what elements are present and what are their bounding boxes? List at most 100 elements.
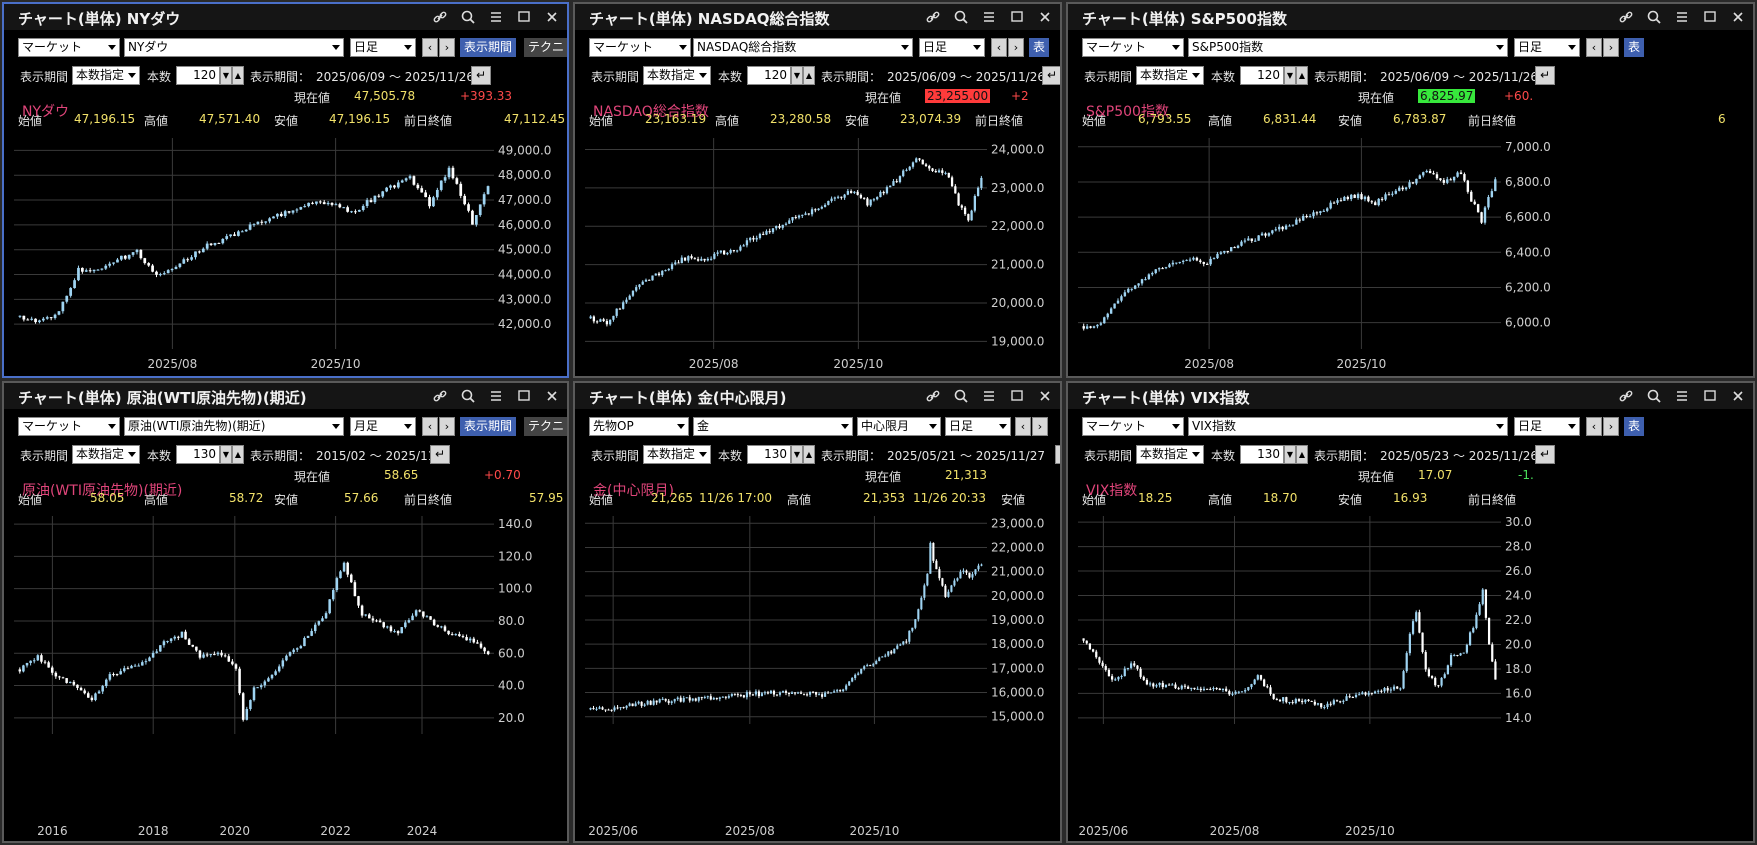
next-button[interactable]: › bbox=[1032, 417, 1048, 436]
count-up-button[interactable]: ▲ bbox=[232, 66, 244, 85]
symbol-select[interactable]: NASDAQ総合指数 bbox=[693, 38, 913, 57]
panel-titlebar[interactable]: チャート(単体) S&P500指数 bbox=[1068, 4, 1753, 30]
link-icon[interactable] bbox=[922, 386, 944, 406]
symbol-select[interactable]: NYダウ bbox=[124, 38, 344, 57]
close-icon[interactable] bbox=[541, 386, 563, 406]
maximize-icon[interactable] bbox=[513, 7, 535, 27]
maximize-icon[interactable] bbox=[1006, 7, 1028, 27]
period-select[interactable]: 日足 bbox=[945, 417, 1011, 436]
count-down-button[interactable]: ▼ bbox=[1284, 66, 1296, 85]
price-chart[interactable]: 42,000.0 43,000.0 44,000.0 45,000.0 46,000.0… bbox=[4, 4, 569, 378]
price-chart[interactable]: 20.0 40.0 60.0 80.0 100.0 120.0 140.0 2016 2018 2… bbox=[4, 383, 569, 843]
period-select[interactable]: 日足 bbox=[350, 38, 416, 57]
count-up-button[interactable]: ▲ bbox=[1296, 66, 1308, 85]
count-down-button[interactable]: ▼ bbox=[791, 445, 803, 464]
symbol-select[interactable]: VIX指数 bbox=[1188, 417, 1508, 436]
maximize-icon[interactable] bbox=[513, 386, 535, 406]
maximize-icon[interactable] bbox=[1699, 386, 1721, 406]
count-up-button[interactable]: ▲ bbox=[232, 445, 244, 464]
close-icon[interactable] bbox=[1727, 7, 1749, 27]
price-chart[interactable]: 15,000.0 16,000.0 17,000.0 18,000.0 19,000.0… bbox=[575, 383, 1062, 843]
panel-titlebar[interactable]: チャート(単体) NYダウ bbox=[4, 4, 567, 30]
count-input[interactable]: 130 bbox=[176, 445, 220, 464]
reset-button[interactable]: ↵ bbox=[1535, 66, 1555, 85]
menu-icon[interactable] bbox=[1671, 386, 1693, 406]
close-icon[interactable] bbox=[1727, 386, 1749, 406]
reset-button[interactable]: ↵ bbox=[430, 445, 450, 464]
link-icon[interactable] bbox=[429, 7, 451, 27]
maximize-icon[interactable] bbox=[1006, 386, 1028, 406]
count-down-button[interactable]: ▼ bbox=[220, 66, 232, 85]
link-icon[interactable] bbox=[922, 7, 944, 27]
menu-icon[interactable] bbox=[1671, 7, 1693, 27]
price-chart[interactable]: 19,000.0 20,000.0 21,000.0 22,000.0 23,000.0… bbox=[575, 4, 1062, 378]
display-period-button[interactable]: 表 bbox=[1029, 38, 1050, 57]
price-chart[interactable]: 14.0 16.0 18.0 20.0 22.0 24.0 26.0 28.0 30.0 2025… bbox=[1068, 383, 1755, 843]
count-down-button[interactable]: ▼ bbox=[791, 66, 803, 85]
search-icon[interactable] bbox=[950, 7, 972, 27]
next-button[interactable]: › bbox=[1603, 417, 1619, 436]
period-select[interactable]: 月足 bbox=[350, 417, 416, 436]
market-select[interactable]: マーケット bbox=[589, 38, 691, 57]
panel-titlebar[interactable]: チャート(単体) VIX指数 bbox=[1068, 383, 1753, 409]
menu-icon[interactable] bbox=[978, 386, 1000, 406]
close-icon[interactable] bbox=[1034, 7, 1056, 27]
count-up-button[interactable]: ▲ bbox=[803, 66, 815, 85]
range-mode-select[interactable]: 本数指定 bbox=[1136, 66, 1204, 85]
maximize-icon[interactable] bbox=[1699, 7, 1721, 27]
menu-icon[interactable] bbox=[978, 7, 1000, 27]
prev-button[interactable]: ‹ bbox=[422, 417, 438, 436]
next-button[interactable]: › bbox=[1603, 38, 1619, 57]
display-period-button[interactable]: 表示期間 bbox=[460, 38, 517, 57]
market-select[interactable]: マーケット bbox=[18, 38, 120, 57]
count-input[interactable]: 120 bbox=[176, 66, 220, 85]
count-input[interactable]: 130 bbox=[1240, 445, 1284, 464]
search-icon[interactable] bbox=[1643, 386, 1665, 406]
count-input[interactable]: 120 bbox=[747, 66, 791, 85]
prev-button[interactable]: ‹ bbox=[1015, 417, 1031, 436]
technical-button[interactable]: テクニ bbox=[524, 417, 567, 436]
range-mode-select[interactable]: 本数指定 bbox=[72, 66, 140, 85]
close-icon[interactable] bbox=[541, 7, 563, 27]
reset-button[interactable]: ↵ bbox=[1535, 445, 1555, 464]
next-button[interactable]: › bbox=[1008, 38, 1024, 57]
prev-button[interactable]: ‹ bbox=[1586, 417, 1602, 436]
link-icon[interactable] bbox=[1615, 7, 1637, 27]
market-select[interactable]: マーケット bbox=[18, 417, 120, 436]
count-up-button[interactable]: ▲ bbox=[803, 445, 815, 464]
range-mode-select[interactable]: 本数指定 bbox=[72, 445, 140, 464]
period-select[interactable]: 日足 bbox=[1514, 38, 1580, 57]
range-mode-select[interactable]: 本数指定 bbox=[643, 66, 711, 85]
close-icon[interactable] bbox=[1034, 386, 1056, 406]
prev-button[interactable]: ‹ bbox=[1586, 38, 1602, 57]
market-select[interactable]: マーケット bbox=[1082, 417, 1184, 436]
price-chart[interactable]: 6,000.0 6,200.0 6,400.0 6,600.0 6,800.0 7,000… bbox=[1068, 4, 1755, 378]
display-period-button[interactable]: 表 bbox=[1624, 38, 1645, 57]
menu-icon[interactable] bbox=[485, 7, 507, 27]
reset-button[interactable]: ↵ bbox=[1042, 66, 1060, 85]
menu-icon[interactable] bbox=[485, 386, 507, 406]
symbol-select[interactable]: 金 bbox=[693, 417, 853, 436]
reset-button[interactable]: ↵ bbox=[1055, 445, 1060, 464]
panel-titlebar[interactable]: チャート(単体) 金(中心限月) bbox=[575, 383, 1060, 409]
period-select[interactable]: 日足 bbox=[1514, 417, 1580, 436]
contract-select[interactable]: 中心限月 bbox=[857, 417, 941, 436]
count-input[interactable]: 130 bbox=[747, 445, 791, 464]
technical-button[interactable]: テクニ bbox=[524, 38, 567, 57]
count-input[interactable]: 120 bbox=[1240, 66, 1284, 85]
display-period-button[interactable]: 表示期間 bbox=[460, 417, 517, 436]
prev-button[interactable]: ‹ bbox=[422, 38, 438, 57]
symbol-select[interactable]: S&P500指数 bbox=[1188, 38, 1508, 57]
range-mode-select[interactable]: 本数指定 bbox=[643, 445, 711, 464]
reset-button[interactable]: ↵ bbox=[471, 66, 491, 85]
count-down-button[interactable]: ▼ bbox=[220, 445, 232, 464]
panel-titlebar[interactable]: チャート(単体) 原油(WTI原油先物)(期近) bbox=[4, 383, 567, 409]
next-button[interactable]: › bbox=[439, 417, 455, 436]
symbol-select[interactable]: 原油(WTI原油先物)(期近) bbox=[124, 417, 344, 436]
range-mode-select[interactable]: 本数指定 bbox=[1136, 445, 1204, 464]
period-select[interactable]: 日足 bbox=[919, 38, 985, 57]
search-icon[interactable] bbox=[1643, 7, 1665, 27]
search-icon[interactable] bbox=[457, 7, 479, 27]
search-icon[interactable] bbox=[457, 386, 479, 406]
display-period-button[interactable]: 表 bbox=[1624, 417, 1645, 436]
